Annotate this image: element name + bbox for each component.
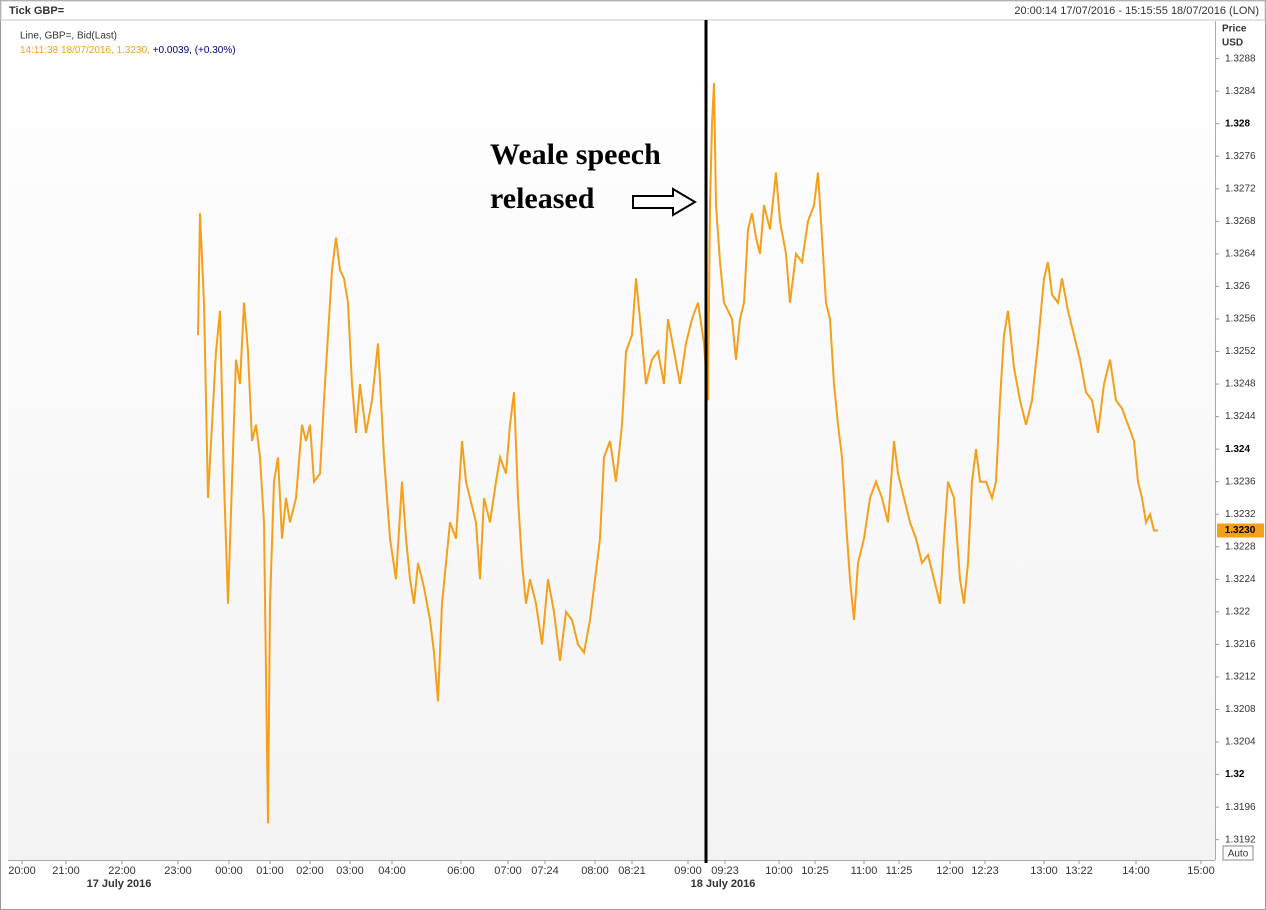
x-tick-label: 12:23 bbox=[971, 865, 999, 877]
y-tick-label: 1.3276 bbox=[1225, 151, 1256, 162]
y-tick-label: 1.3232 bbox=[1225, 509, 1256, 520]
y-axis-title: Price bbox=[1222, 24, 1247, 35]
y-tick-label: 1.3248 bbox=[1225, 379, 1256, 390]
x-tick-label: 11:25 bbox=[886, 865, 913, 877]
change-text: +0.0039, (+0.30%) bbox=[153, 45, 236, 56]
date-label: 17 July 2016 bbox=[87, 878, 152, 890]
y-tick-label: 1.326 bbox=[1225, 281, 1250, 292]
y-tick-label: 1.3252 bbox=[1225, 346, 1256, 357]
x-tick-label: 22:00 bbox=[108, 865, 136, 877]
y-tick-label: 1.3284 bbox=[1225, 86, 1256, 97]
y-tick-label: 1.32 bbox=[1225, 769, 1245, 780]
y-tick-label: 1.3212 bbox=[1225, 672, 1256, 683]
x-tick-label: 08:00 bbox=[581, 865, 609, 877]
y-tick-label: 1.3244 bbox=[1225, 411, 1256, 422]
x-tick-label: 04:00 bbox=[378, 865, 406, 877]
y-tick-label: 1.3288 bbox=[1225, 53, 1256, 64]
title-bar bbox=[0, 0, 1266, 21]
y-tick-label: 1.322 bbox=[1225, 606, 1250, 617]
y-axis-unit: USD bbox=[1222, 38, 1243, 49]
x-tick-label: 13:00 bbox=[1030, 865, 1058, 877]
x-tick-label: 03:00 bbox=[336, 865, 364, 877]
x-tick-label: 10:25 bbox=[801, 865, 829, 877]
last-price-marker bbox=[1217, 523, 1264, 538]
x-tick-label: 06:00 bbox=[447, 865, 475, 877]
y-tick-label: 1.3264 bbox=[1225, 249, 1256, 260]
x-tick-label: 23:00 bbox=[164, 865, 192, 877]
annotation-text: released bbox=[490, 182, 595, 215]
x-tick-label: 09:00 bbox=[674, 865, 702, 877]
annotation-arrow bbox=[632, 187, 697, 217]
auto-button-label[interactable]: Auto bbox=[1228, 849, 1249, 860]
y-tick-label: 1.324 bbox=[1225, 444, 1250, 455]
y-tick-label: 1.3196 bbox=[1225, 802, 1256, 813]
y-tick-label: 1.3192 bbox=[1225, 834, 1256, 845]
x-tick-label: 09:23 bbox=[711, 865, 739, 877]
y-tick-label: 1.3208 bbox=[1225, 704, 1256, 715]
last-price-label: 1.3230 bbox=[1225, 525, 1256, 536]
plot-area bbox=[8, 21, 1215, 860]
y-tick-label: 1.3204 bbox=[1225, 737, 1256, 748]
chart-title: Tick GBP= bbox=[9, 5, 64, 17]
y-tick-label: 1.3228 bbox=[1225, 541, 1256, 552]
x-tick-label: 21:00 bbox=[52, 865, 80, 877]
date-label: 18 July 2016 bbox=[691, 878, 756, 890]
x-tick-label: 10:00 bbox=[765, 865, 793, 877]
x-tick-label: 14:00 bbox=[1122, 865, 1150, 877]
x-tick-label: 00:00 bbox=[215, 865, 243, 877]
last-point-info: 14:11:38 18/07/2016, 1.3230, +0.0039, (+… bbox=[20, 45, 236, 56]
y-tick-label: 1.328 bbox=[1225, 118, 1250, 129]
x-tick-label: 07:00 bbox=[494, 865, 522, 877]
y-tick-label: 1.3256 bbox=[1225, 314, 1256, 325]
x-tick-label: 20:00 bbox=[8, 865, 36, 877]
y-tick-label: 1.3216 bbox=[1225, 639, 1256, 650]
y-tick-label: 1.3236 bbox=[1225, 476, 1256, 487]
y-tick-label: 1.3268 bbox=[1225, 216, 1256, 227]
x-tick-label: 02:00 bbox=[296, 865, 324, 877]
x-tick-label: 13:22 bbox=[1065, 865, 1093, 877]
x-tick-label: 11:00 bbox=[851, 865, 878, 877]
y-tick-label: 1.3272 bbox=[1225, 183, 1256, 194]
x-tick-label: 07:24 bbox=[531, 865, 559, 877]
x-tick-label: 01:00 bbox=[256, 865, 284, 877]
y-tick-label: 1.3224 bbox=[1225, 574, 1256, 585]
chart-subtitle: 20:00:14 17/07/2016 - 15:15:55 18/07/201… bbox=[1014, 5, 1259, 17]
x-tick-label: 15:00 bbox=[1187, 865, 1215, 877]
x-tick-label: 12:00 bbox=[936, 865, 964, 877]
price-line bbox=[197, 82, 1158, 824]
legend-entry: Line, GBP=, Bid(Last) bbox=[20, 31, 117, 42]
annotation-text: Weale speech bbox=[490, 138, 661, 171]
x-tick-label: 08:21 bbox=[618, 865, 646, 877]
last-point-text: 14:11:38 18/07/2016, 1.3230, bbox=[20, 45, 150, 56]
auto-button[interactable] bbox=[1222, 845, 1254, 861]
